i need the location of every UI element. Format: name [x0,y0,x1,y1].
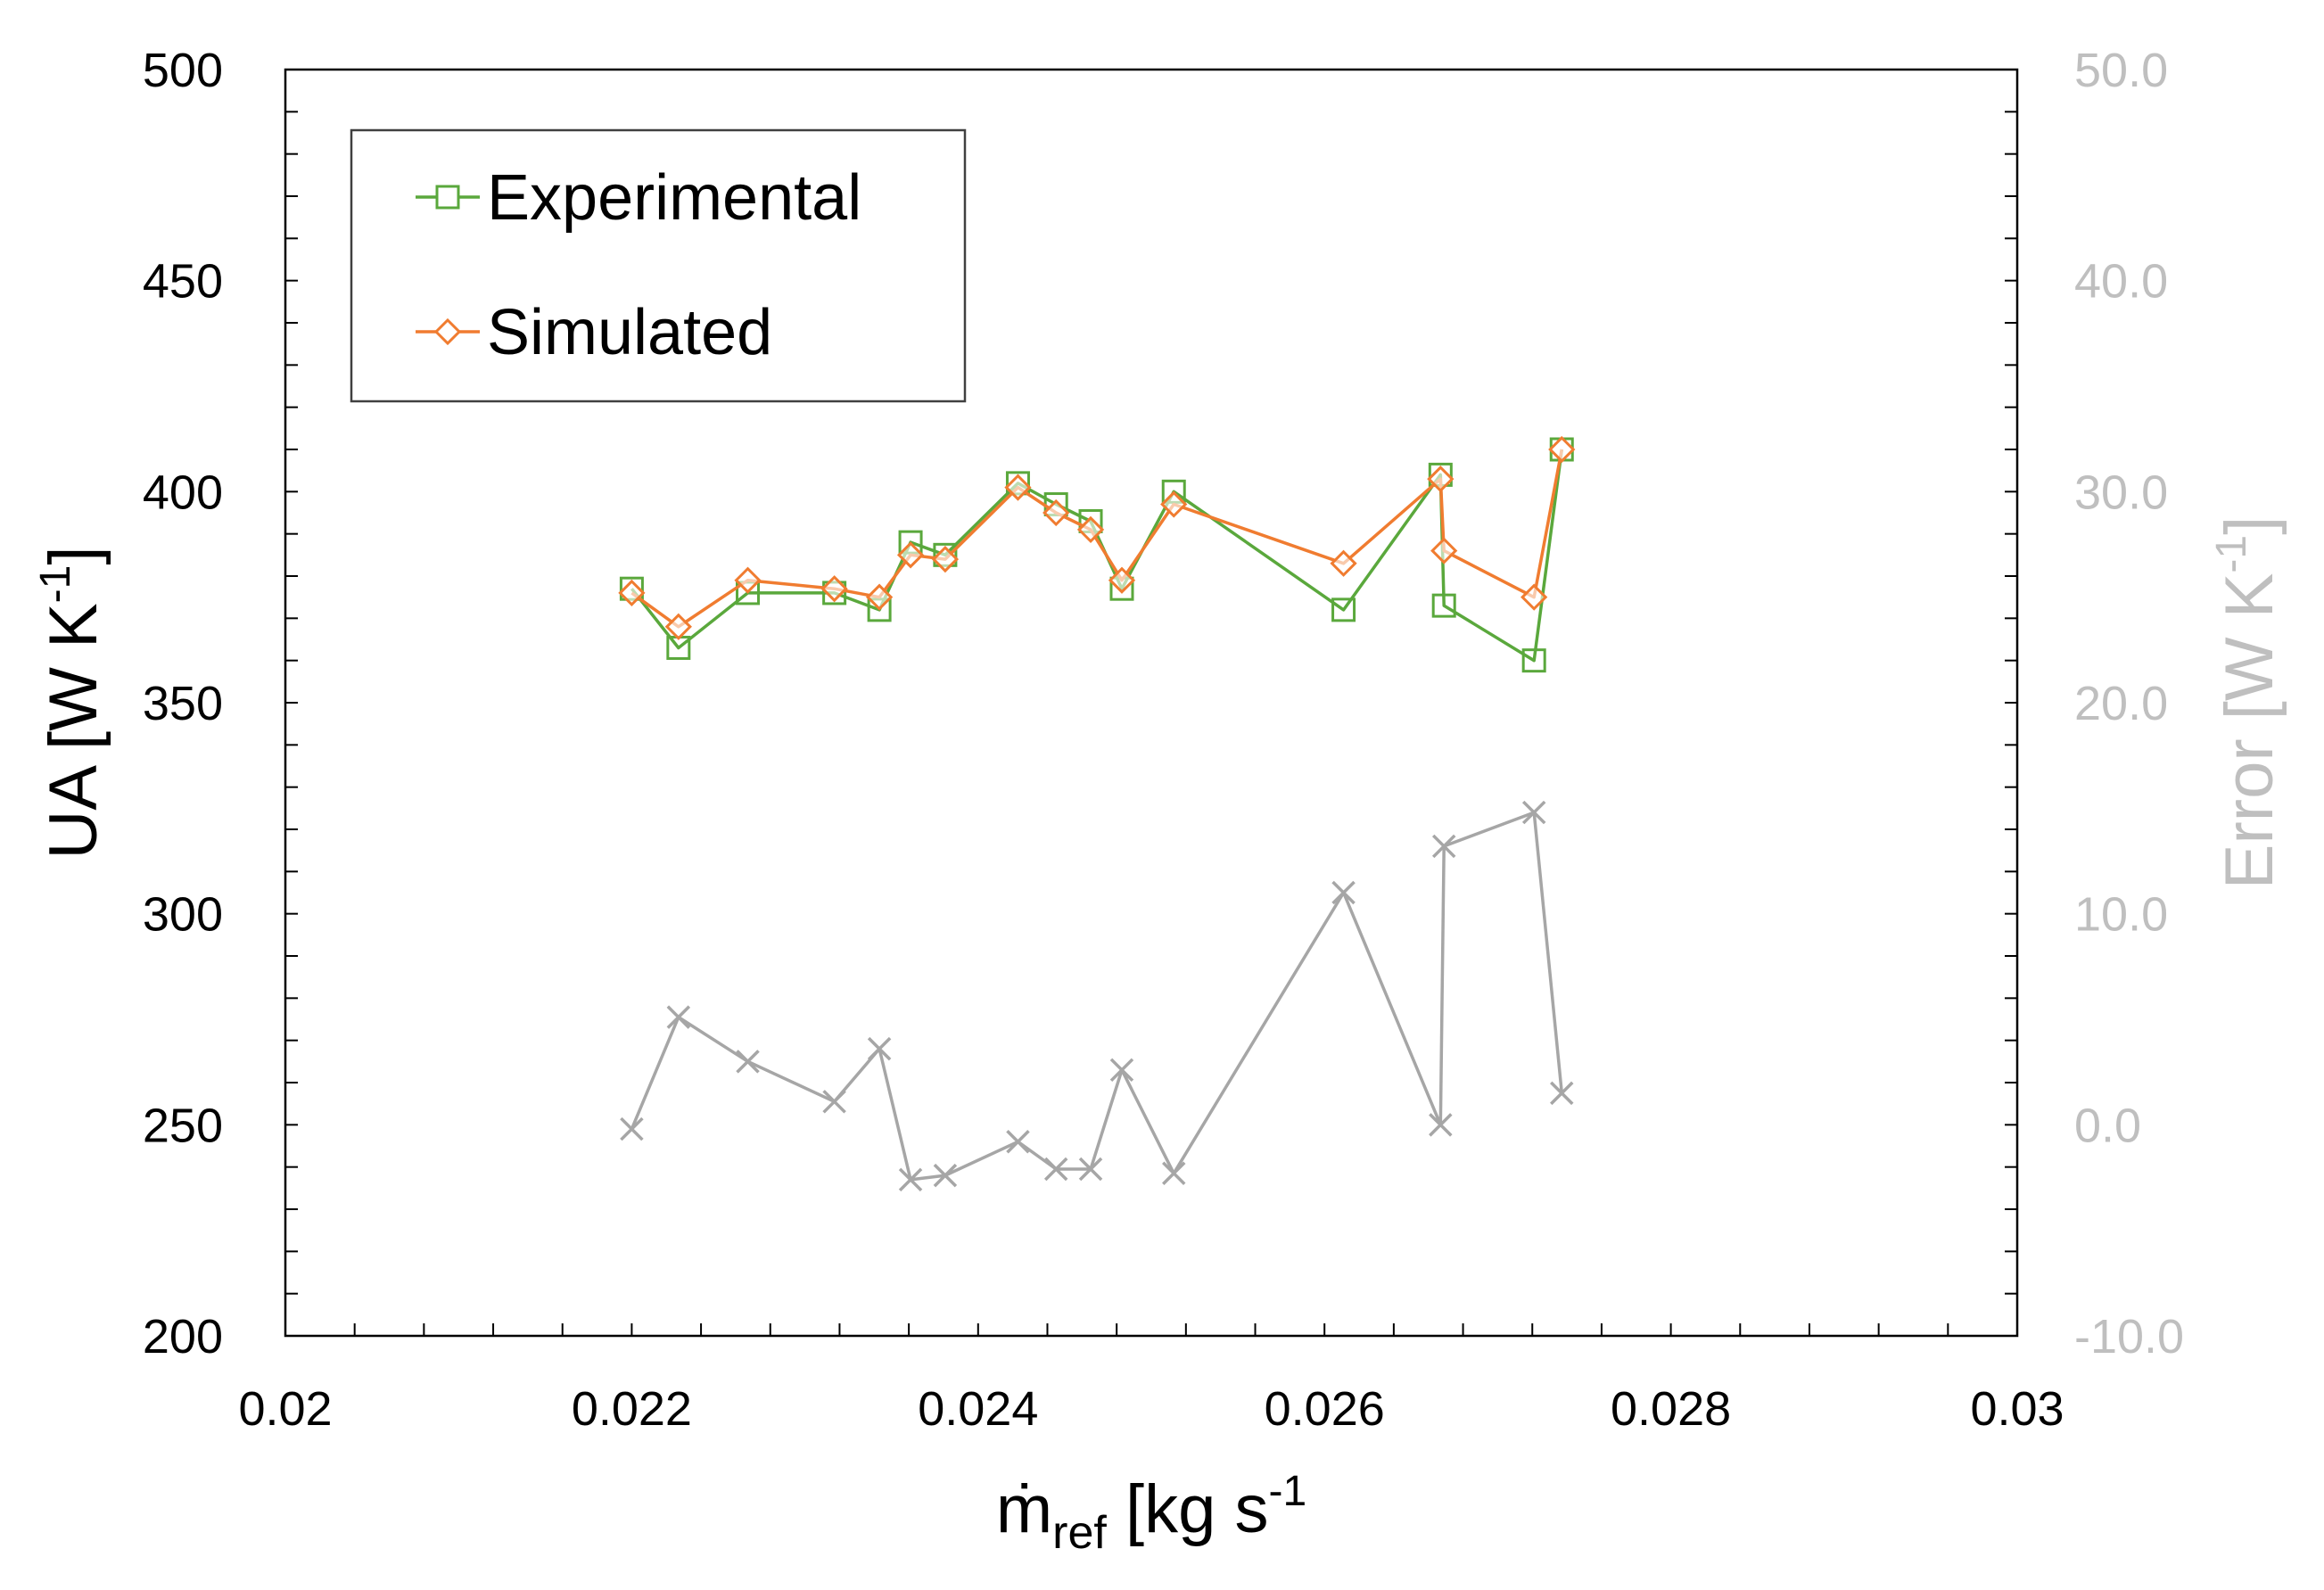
legend: Experimental Simulated [350,128,967,403]
data-point-experimental [1331,597,1356,622]
y-tick-label: 300 [143,888,223,942]
y2-tick-label: 50.0 [2074,44,2168,97]
series-error [620,800,1574,1192]
y-axis-title-close: ] [36,547,111,565]
y2-tick-label: 30.0 [2074,465,2168,519]
y2-tick-label: 20.0 [2074,677,2168,730]
y-tick-label: 200 [143,1310,223,1363]
data-point-error [1429,1113,1453,1137]
data-point-error [1550,1081,1574,1106]
data-point-simulated [896,541,925,569]
y2-tick-label: 10.0 [2074,888,2168,942]
legend-box [350,128,967,403]
x-axis: 0.02 0.022 0.024 0.026 0.028 0.03 [238,1323,2064,1436]
data-point-error [867,1036,892,1061]
legend-label-experimental: Experimental [487,162,861,234]
data-point-error [1043,1157,1068,1182]
y2-axis-title: Error [W K-1] [2208,516,2287,889]
y2-tick-label: 40.0 [2074,255,2168,309]
data-point-simulated [1427,465,1455,493]
y2-axis-title-sup: -1 [2208,535,2255,573]
data-point-simulated [1043,498,1070,527]
data-point-error [666,1005,691,1029]
data-point-simulated [1160,490,1188,518]
y2-axis-title-close: ] [2212,516,2287,535]
data-point-error [898,1167,923,1192]
data-point-error [1078,1157,1103,1182]
data-point-simulated [1330,549,1357,577]
x-tick-label: 0.026 [1265,1382,1385,1436]
data-point-error [736,1050,760,1074]
legend-entry-experimental: Experimental [416,162,861,234]
y-axis-right: -10.0 0.0 10.0 20.0 30.0 40.0 50.0 [2005,44,2184,1363]
data-point-error [822,1090,846,1114]
y2-axis-title-main: Error [W K [2212,573,2287,890]
legend-marker-diamond [433,317,462,346]
data-point-experimental [1521,648,1546,673]
data-point-error [1006,1130,1030,1154]
series-layer [618,435,1576,1192]
y2-tick-label: -10.0 [2074,1310,2184,1363]
data-point-simulated [865,583,894,611]
x-axis-title-sub: ref [1052,1507,1107,1559]
legend-label-simulated: Simulated [487,297,772,368]
legend-marker-square [435,185,460,210]
data-point-simulated [931,545,960,573]
y-axis-title-main: UA [W K [36,603,111,859]
data-point-error [1431,834,1456,859]
data-point-simulated [664,613,692,640]
data-point-error [620,1116,644,1141]
series-simulated [618,435,1576,640]
x-tick-label: 0.03 [1970,1382,2064,1436]
data-point-error [1331,880,1356,905]
x-tick-label: 0.028 [1611,1382,1731,1436]
data-point-error [1109,1058,1134,1083]
x-tick-label: 0.024 [918,1382,1038,1436]
y2-tick-label: 0.0 [2074,1099,2141,1152]
data-point-simulated [820,575,848,603]
data-point-simulated [1076,515,1105,544]
x-tick-label: 0.022 [572,1382,692,1436]
x-axis-title-unit: [kg s [1107,1471,1269,1547]
data-point-experimental [1431,593,1456,618]
data-point-error [1521,800,1546,825]
x-axis-title-main: ṁ [996,1471,1052,1547]
data-point-simulated [1108,566,1136,594]
x-axis-title: ṁref [kg s-1 [996,1468,1306,1559]
y-axis-title: UA [W K-1] [32,547,111,860]
data-point-simulated [734,566,762,594]
y-tick-label: 450 [143,255,223,309]
y-tick-label: 250 [143,1099,223,1152]
data-point-simulated [1430,537,1458,564]
x-tick-label: 0.02 [238,1382,332,1436]
data-point-simulated [1004,474,1032,501]
y-tick-label: 400 [143,465,223,519]
x-axis-title-sup: -1 [1268,1468,1306,1515]
data-point-error [1162,1161,1186,1186]
data-point-error [933,1163,958,1188]
y-tick-label: 500 [143,44,223,97]
y-axis-left: 200 250 300 350 400 450 500 [143,44,298,1363]
data-point-simulated [618,579,646,607]
data-point-simulated [1548,435,1576,464]
data-point-simulated [1520,583,1548,611]
y-tick-label: 350 [143,677,223,730]
legend-entry-simulated: Simulated [416,297,772,368]
y-axis-title-sup: -1 [32,565,79,604]
